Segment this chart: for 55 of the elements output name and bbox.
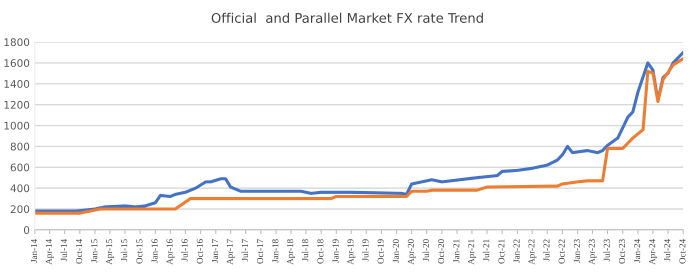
x-tick-label: Apr-20 [408,239,416,265]
y-tick-label: 800 [10,142,30,150]
x-tick-label: Jul-21 [482,239,490,262]
y-tick-label: 1800 [4,38,30,46]
y-tick-label: 400 [10,184,30,192]
x-tick-label: Jan-20 [392,239,399,263]
x-tick-label: Apr-17 [226,239,235,265]
x-tick-label: Jan-21 [453,239,460,263]
y-tick-label: 1400 [4,80,30,88]
x-tick-label: Oct-24 [679,239,686,264]
x-tick-label: Apr-14 [46,239,54,265]
y-tick-label: 200 [10,205,30,214]
x-tick-label: Oct-23 [618,239,625,264]
x-tick-label: Apr-23 [588,239,597,265]
x-tick-label: Jan-15 [91,239,98,263]
x-tick-label: Oct-16 [196,239,203,264]
y-tick-label: 1200 [4,100,30,109]
x-tick-label: Apr-21 [468,239,476,265]
x-tick-label: Oct-14 [76,239,82,264]
y-tick-label: 1000 [4,122,30,130]
x-tick-label: Jul-15 [120,239,128,262]
x-tick-label: Apr-16 [166,239,174,265]
x-tick-label: Apr-15 [106,239,114,265]
x-tick-label: Oct-17 [257,239,264,264]
y-tick-label: 1600 [4,59,30,68]
x-tick-label: Oct-20 [438,239,444,264]
x-tick-label: Jul-20 [422,239,429,262]
y-tick-label: 0 [24,226,30,234]
x-tick-label: Jul-19 [362,239,368,262]
x-tick-label: Jan-14 [30,239,38,263]
x-tick-label: Jul-16 [181,239,188,262]
x-tick-label: Apr-22 [528,239,536,265]
x-tick-label: Jan-19 [332,239,339,263]
x-tick-label: Jul-22 [543,239,550,262]
x-tick-label: Jan-23 [574,239,580,263]
x-tick-label: Jan-18 [272,239,278,263]
x-tick-label: Apr-18 [287,239,296,265]
x-tick-label: Jul-18 [302,239,308,262]
x-tick-label: Oct-22 [558,239,565,264]
x-tick-label: Oct-15 [136,239,142,264]
x-tick-label: Apr-19 [347,239,356,265]
x-tick-label: Jan-24 [634,239,640,263]
x-tick-label: Jul-24 [664,239,670,262]
x-tick-label: Oct-19 [378,239,384,264]
x-tick-label: Jul-23 [603,239,610,262]
chart-title: Official and Parallel Market FX rate Trend [212,12,483,23]
x-tick-label: Apr-24 [649,239,658,265]
x-tick-label: Jan-17 [212,239,218,263]
x-tick-label: Jul-14 [60,239,67,262]
x-tick-label: Jan-22 [514,239,520,263]
x-tick-label: Jan-16 [152,239,158,263]
x-tick-label: Oct-21 [498,239,504,264]
y-tick-label: 600 [10,163,30,172]
x-tick-label: Oct-18 [317,239,324,264]
x-tick-label: Jul-17 [242,239,248,262]
